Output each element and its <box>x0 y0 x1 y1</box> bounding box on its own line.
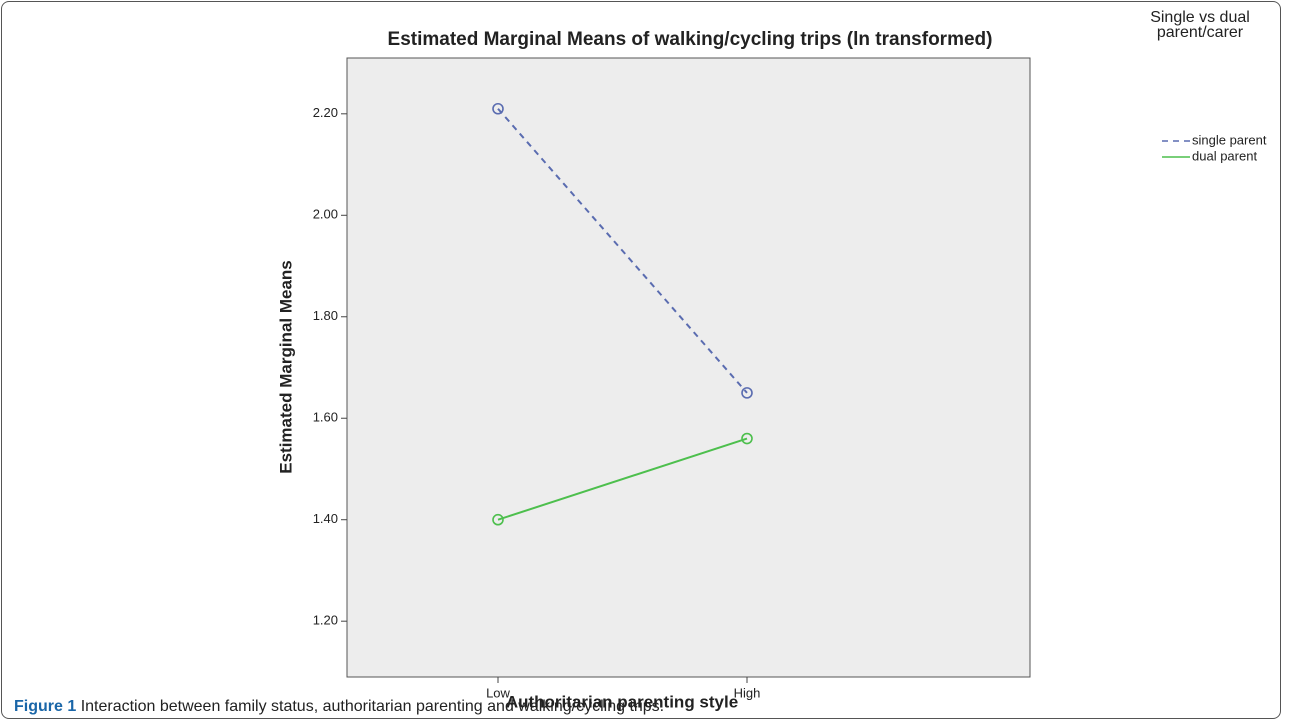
caption-label: Figure 1 <box>14 698 77 715</box>
y-tick-label: 1.60 <box>313 410 338 425</box>
y-tick-label: 2.00 <box>313 207 338 222</box>
x-tick-label: High <box>734 685 761 700</box>
point <box>492 513 504 526</box>
point <box>492 102 504 115</box>
legend-label: single parent <box>1192 132 1267 147</box>
caption-text: Interaction between family status, autho… <box>80 698 665 715</box>
figure-frame <box>1 1 1281 719</box>
x-axis-label: Authoritarian parenting style <box>506 692 738 711</box>
y-tick-label: 1.20 <box>313 613 338 628</box>
series-line <box>497 437 748 521</box>
y-axis-label: Estimated Marginal Means <box>276 260 295 474</box>
legend-title: Single vs dual parent/carer <box>1150 9 1250 41</box>
plot-area <box>346 57 1031 678</box>
legend-label: dual parent <box>1192 148 1257 163</box>
point <box>741 387 753 399</box>
y-tick-label: 1.80 <box>313 308 338 323</box>
series-line <box>497 108 748 394</box>
y-tick-label: 2.20 <box>313 105 338 120</box>
x-tick-label: Low <box>486 685 510 700</box>
caption: Figure 1 Interaction between family stat… <box>14 698 664 716</box>
y-tick-label: 1.40 <box>313 511 338 526</box>
point <box>741 432 753 445</box>
chart-title: Estimated Marginal Means of walking/cycl… <box>388 29 993 50</box>
